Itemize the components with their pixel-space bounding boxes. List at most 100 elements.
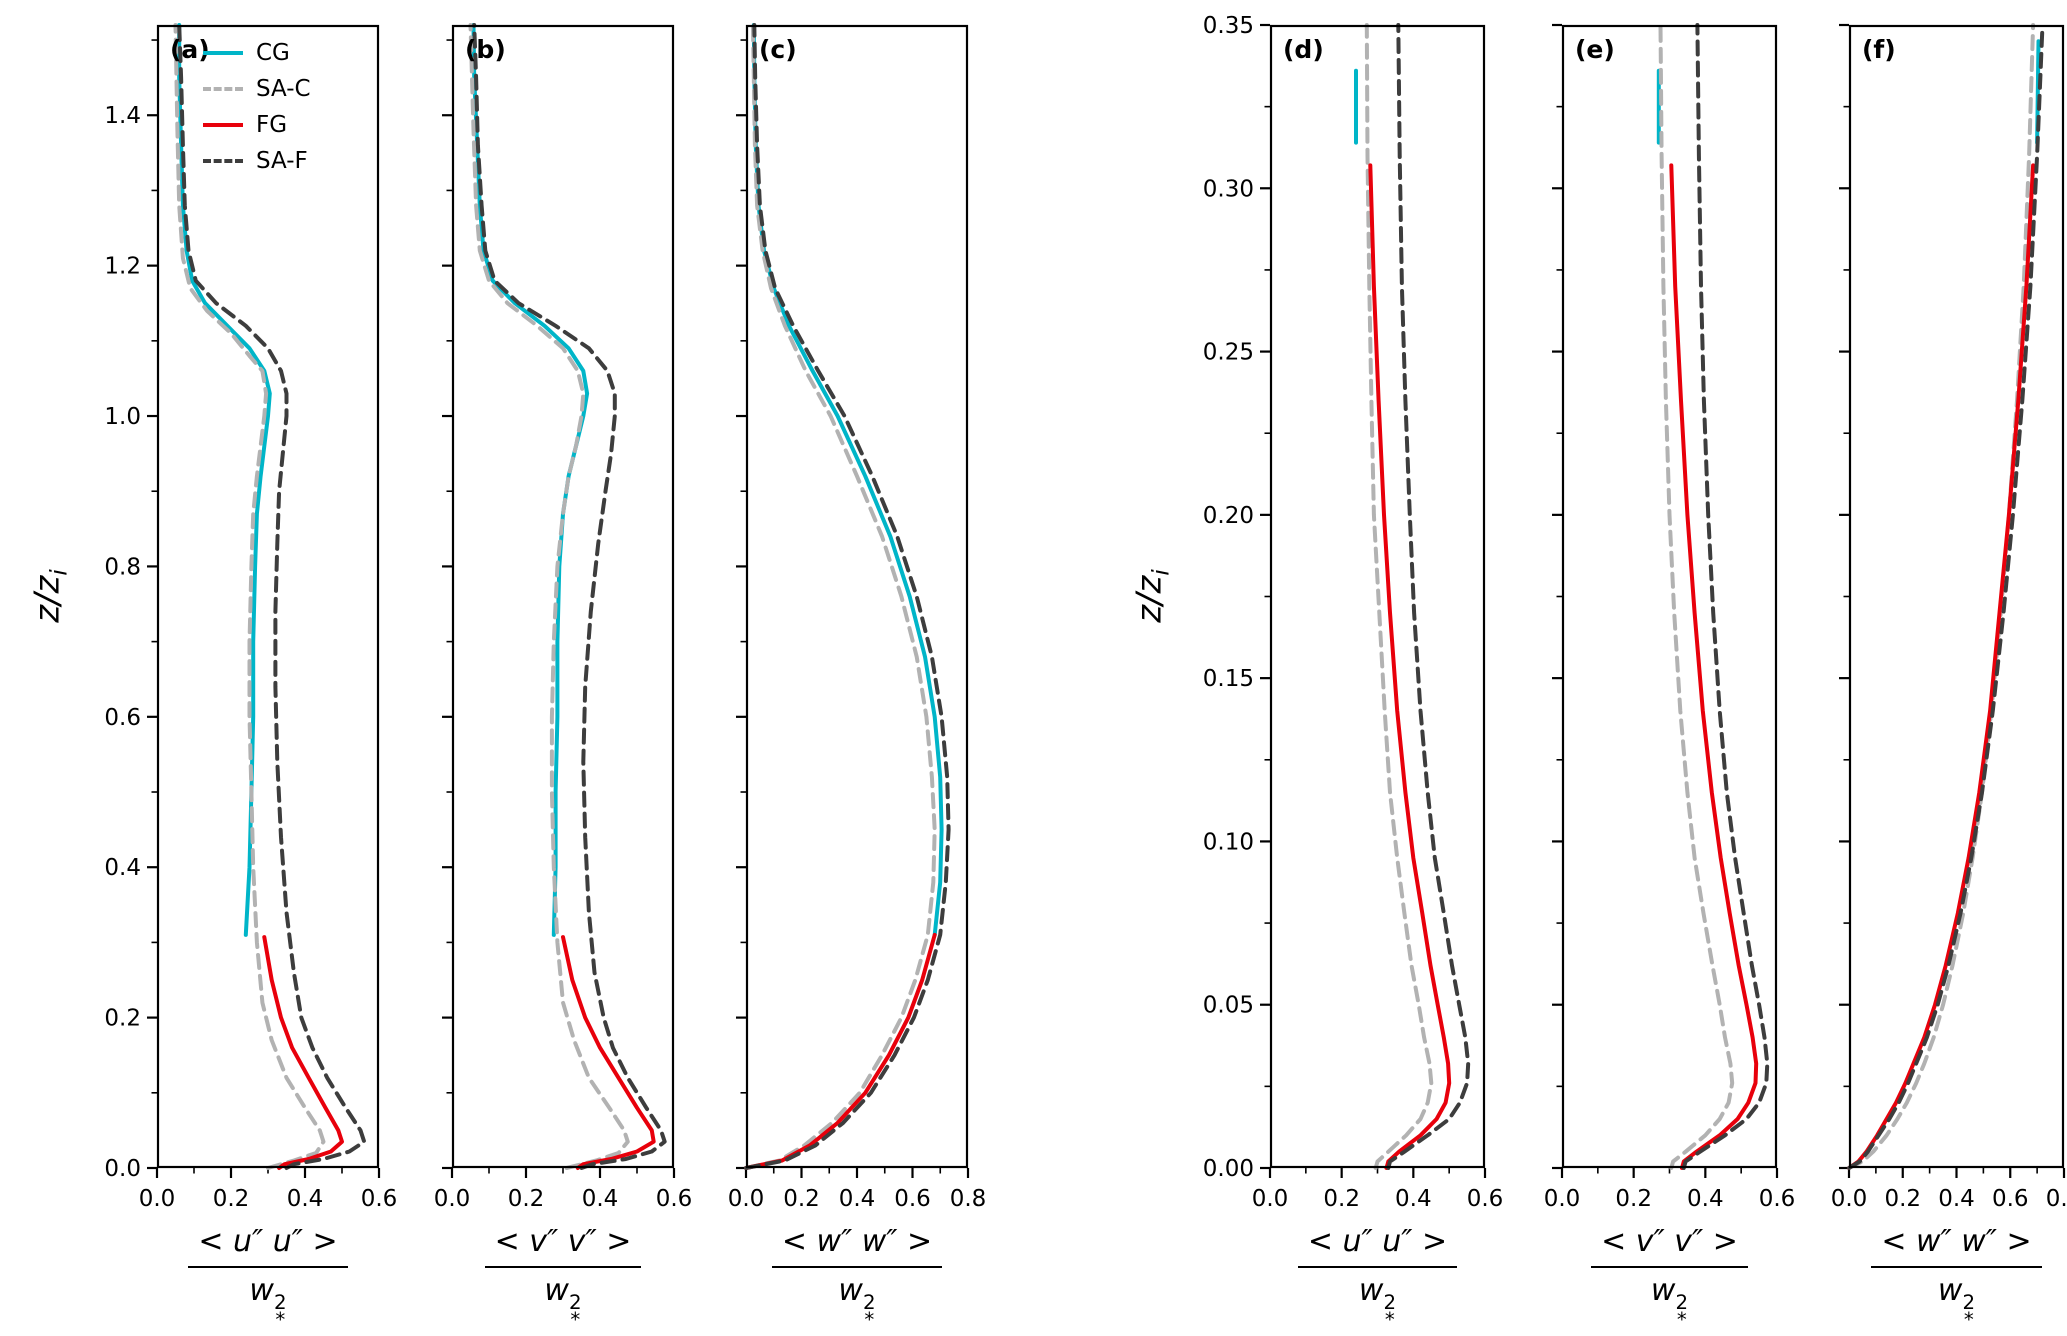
denominator-sup: 2 bbox=[273, 1290, 287, 1314]
legend-label: SA-F bbox=[256, 148, 308, 174]
x-tick-label: 0.4 bbox=[1938, 1186, 1975, 1212]
legend-label: CG bbox=[256, 40, 290, 66]
y-tick-label: 1.2 bbox=[104, 254, 141, 280]
y-tick-label: 0.15 bbox=[1203, 666, 1254, 692]
series-line-cg bbox=[471, 23, 590, 937]
panel-c: 0.0 0.2 0.4 0.6 0.8 (c) < w″ w″ > w 2 * bbox=[728, 23, 986, 1329]
x-tick-label: 0.6 bbox=[1992, 1186, 2029, 1212]
x-axis-label-denominator: w 2 * bbox=[1591, 1268, 1748, 1329]
x-tick-label: 0.2 bbox=[1615, 1186, 1652, 1212]
series-line-sa-c bbox=[1658, 23, 1735, 1170]
denominator-sub: * bbox=[570, 1307, 581, 1331]
denominator-sub: * bbox=[1384, 1307, 1395, 1331]
x-tick-label: 0.4 bbox=[582, 1186, 619, 1212]
denominator-scripts: 2 * bbox=[273, 1290, 287, 1329]
x-axis-label: < v″ v″ > w 2 * bbox=[1562, 1224, 1777, 1329]
x-axis-label: < u″ u″ > w 2 * bbox=[1270, 1224, 1485, 1329]
x-tick-label: 0.0 bbox=[1831, 1186, 1868, 1212]
axes-frame bbox=[1561, 24, 1778, 1169]
y-tick-label: 0.6 bbox=[104, 705, 141, 731]
panel-d: 0.0 0.2 0.4 0.6 0.00 0.05 0.10 0.15 0.20 0.25 0.30… bbox=[1203, 13, 1504, 1329]
series-line-sa-f bbox=[744, 23, 951, 1170]
series-line-sa-f bbox=[1847, 23, 2045, 1170]
denominator-scripts: 2 * bbox=[1675, 1290, 1689, 1331]
axes-frame bbox=[1269, 24, 1486, 1169]
y-axis-label-text: z/z bbox=[27, 575, 68, 623]
legend: CG SA-C FG SA-F bbox=[203, 40, 311, 174]
series-line-sa-f bbox=[1386, 23, 1471, 1170]
denominator-base: w bbox=[544, 1273, 569, 1308]
panel-letter: (d) bbox=[1283, 35, 1324, 64]
series-line-fg bbox=[744, 932, 937, 1170]
denominator-base: w bbox=[1650, 1273, 1676, 1308]
x-tick-label: 0.4 bbox=[1687, 1186, 1724, 1212]
denominator-sup: 2 bbox=[1675, 1290, 1689, 1314]
x-axis-label-denominator: w 2 * bbox=[772, 1268, 942, 1329]
x-axis-label-fraction: < v″ v″ > w 2 * bbox=[1591, 1224, 1748, 1329]
x-axis-label: < v″ v″ > w 2 * bbox=[452, 1224, 674, 1329]
x-axis-label-numerator: < u″ u″ > bbox=[188, 1224, 348, 1268]
series-line-sa-f bbox=[1681, 23, 1770, 1170]
axes-frame bbox=[745, 24, 969, 1169]
legend-item-fg: FG bbox=[203, 112, 311, 138]
x-axis-label-fraction: < u″ u″ > w 2 * bbox=[188, 1224, 348, 1329]
x-axis-label-fraction: < v″ v″ > w 2 * bbox=[484, 1224, 642, 1329]
axes-frame bbox=[451, 24, 675, 1169]
panel-a-plot: 0.0 0.2 0.4 0.6 0.0 0.2 0.4 0.6 0.8 1.0 1.2 1.4 bbox=[104, 23, 397, 1212]
panel-b-plot: 0.0 0.2 0.4 0.6 bbox=[434, 23, 692, 1212]
panel-e-plot: 0.0 0.2 0.4 0.6 bbox=[1544, 23, 1795, 1212]
panel-d-plot: 0.0 0.2 0.4 0.6 0.00 0.05 0.10 0.15 0.20 0.25 0.30… bbox=[1203, 13, 1504, 1212]
y-tick-label: 1.4 bbox=[104, 103, 141, 129]
denominator-base: w bbox=[838, 1273, 863, 1308]
y-tick-label: 0.00 bbox=[1203, 1156, 1254, 1182]
denominator-base: w bbox=[1937, 1273, 1963, 1308]
legend-item-sa-f: SA-F bbox=[203, 148, 311, 174]
series-line-sa-f bbox=[177, 23, 367, 1170]
x-tick-label: 0.0 bbox=[1252, 1186, 1289, 1212]
y-tick-label: 0.0 bbox=[104, 1156, 141, 1182]
x-tick-label: 0.8 bbox=[2046, 1186, 2067, 1212]
x-axis-label-denominator: w 2 * bbox=[485, 1268, 642, 1329]
series-line-cg bbox=[751, 23, 944, 937]
y-tick-label: 1.0 bbox=[104, 404, 141, 430]
y-tick-label: 0.8 bbox=[104, 554, 141, 580]
panel-c-plot: 0.0 0.2 0.4 0.6 0.8 bbox=[728, 23, 986, 1212]
x-tick-label: 0.2 bbox=[1884, 1186, 1921, 1212]
x-tick-label: 0.6 bbox=[656, 1186, 693, 1212]
denominator-sub: * bbox=[864, 1307, 875, 1331]
panel-letter: (f) bbox=[1862, 35, 1896, 64]
x-axis-label-denominator: w 2 * bbox=[1298, 1268, 1457, 1329]
y-tick-label: 0.05 bbox=[1203, 993, 1254, 1019]
axes-frame bbox=[1848, 24, 2065, 1169]
denominator-scripts: 2 * bbox=[1962, 1293, 1975, 1329]
y-tick-label: 0.35 bbox=[1203, 13, 1254, 39]
denominator-scripts: 2 * bbox=[568, 1290, 582, 1331]
y-tick-label: 0.30 bbox=[1203, 176, 1254, 202]
denominator-sup: 2 bbox=[568, 1290, 582, 1314]
series-line-sa-c bbox=[173, 23, 326, 1170]
x-axis-label-numerator: < u″ u″ > bbox=[1297, 1224, 1458, 1268]
x-axis-label-denominator: w 2 * bbox=[1871, 1268, 2041, 1329]
x-axis-label-numerator: < w″ w″ > bbox=[771, 1224, 943, 1268]
x-tick-label: 0.2 bbox=[783, 1186, 820, 1212]
series-line-fg bbox=[1669, 163, 1759, 1170]
x-tick-label: 0.6 bbox=[894, 1186, 931, 1212]
denominator-scripts: 2 * bbox=[862, 1290, 876, 1331]
legend-item-cg: CG bbox=[203, 40, 311, 66]
legend-label: FG bbox=[256, 112, 288, 138]
series-line-sa-f bbox=[472, 23, 667, 1170]
denominator-sup: 2 bbox=[1383, 1290, 1397, 1314]
panel-letter: (a) bbox=[170, 35, 210, 64]
y-axis-label-subscript: i bbox=[46, 569, 73, 576]
x-tick-label: 0.6 bbox=[361, 1186, 398, 1212]
denominator-sub: * bbox=[1676, 1307, 1687, 1331]
y-tick-label: 0.10 bbox=[1203, 829, 1254, 855]
legend-label: SA-C bbox=[256, 76, 311, 102]
panel-f-plot: 0.0 0.2 0.4 0.6 0.8 bbox=[1831, 23, 2067, 1212]
series-line-sa-c bbox=[468, 23, 630, 1170]
panel-e: 0.0 0.2 0.4 0.6 (e) < v″ v″ > w 2 * bbox=[1544, 23, 1795, 1329]
series-line-fg bbox=[561, 935, 656, 1170]
x-axis-label-fraction: < w″ w″ > w 2 * bbox=[1871, 1224, 2042, 1329]
denominator-sup: 2 bbox=[862, 1290, 876, 1314]
